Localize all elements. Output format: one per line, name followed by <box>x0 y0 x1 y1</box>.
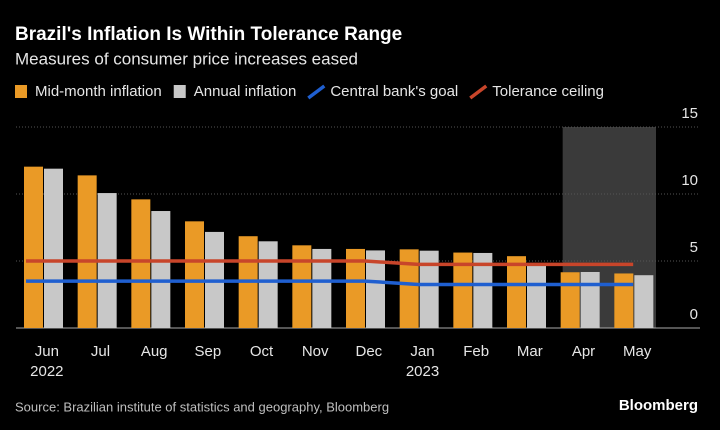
bar <box>399 249 419 328</box>
legend-label: Mid-month inflation <box>35 83 162 100</box>
bar <box>560 272 580 328</box>
x-tick-label: Jan <box>410 343 434 360</box>
bar <box>614 273 634 328</box>
bar <box>44 168 63 328</box>
bar <box>453 252 473 328</box>
x-tick-label: May <box>623 343 652 360</box>
bar <box>258 241 278 328</box>
bar <box>473 252 493 328</box>
bar <box>366 250 385 328</box>
x-tick-label: Sep <box>194 343 221 360</box>
bar <box>346 248 365 328</box>
x-tick-label: Aug <box>141 343 168 360</box>
x-tick-label: Mar <box>517 343 543 360</box>
brand: Bloomberg <box>619 397 698 414</box>
line <box>26 259 634 267</box>
x-tick-label: Nov <box>302 343 329 360</box>
bar <box>292 245 312 328</box>
line <box>26 279 634 287</box>
bar <box>580 271 600 328</box>
bar <box>131 199 151 328</box>
bar <box>151 211 171 328</box>
bar <box>507 256 526 328</box>
bar <box>77 175 97 328</box>
y-tick-label: 10 <box>681 172 698 189</box>
legend-swatch <box>173 85 186 98</box>
legend-label: Annual inflation <box>194 83 297 100</box>
y-tick-label: 0 <box>690 306 698 323</box>
source: Source: Brazilian institute of statistic… <box>15 399 389 414</box>
bar <box>634 275 654 328</box>
bar <box>24 166 43 328</box>
legend-swatch <box>15 85 27 98</box>
y-tick-label: 5 <box>690 239 698 256</box>
chart-title: Brazil's Inflation Is Within Tolerance R… <box>15 24 402 45</box>
bar <box>185 221 204 328</box>
x-tick-label: Oct <box>250 343 274 360</box>
x-tick-label: Feb <box>463 343 489 360</box>
legend-swatch <box>469 84 488 100</box>
y-tick-label: 15 <box>681 105 698 122</box>
chart-subtitle: Measures of consumer price increases eas… <box>15 49 358 68</box>
bar <box>419 250 439 328</box>
x-tick-label: Jul <box>91 343 110 360</box>
bar <box>312 248 332 328</box>
x-year-label: 2022 <box>30 363 63 380</box>
legend-label: Central bank's goal <box>330 83 458 100</box>
x-tick-label: Dec <box>355 343 382 360</box>
legend-label: Tolerance ceiling <box>492 83 604 100</box>
x-year-label: 2023 <box>406 363 439 380</box>
legend-swatch <box>307 84 326 100</box>
x-tick-label: Jun <box>35 343 59 360</box>
x-tick-label: Apr <box>572 343 595 360</box>
bar <box>527 265 546 328</box>
